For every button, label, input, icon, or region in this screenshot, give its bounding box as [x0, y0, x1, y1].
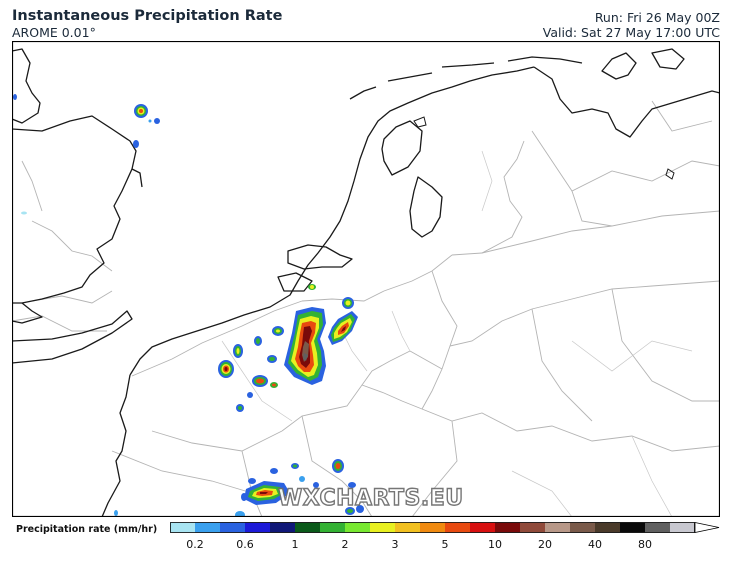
precip-cell-lille	[218, 326, 284, 412]
colorbar-frame	[170, 522, 695, 533]
colorbar-swatch	[270, 522, 296, 533]
colorbar-tick-label: 3	[391, 538, 399, 551]
lakes	[413, 116, 675, 180]
coastlines	[12, 48, 720, 517]
colorbar-swatch	[570, 522, 596, 533]
precipitation-cells	[13, 94, 675, 517]
colorbar-swatch	[495, 522, 521, 533]
colorbar-swatch	[620, 522, 646, 533]
map-frame	[12, 41, 720, 517]
colorbar-tick-label: 40	[588, 538, 602, 551]
colorbar-arrow	[694, 522, 720, 533]
colorbar-swatch	[645, 522, 671, 533]
colorbar-swatch	[595, 522, 621, 533]
colorbar-swatch	[245, 522, 271, 533]
colorbar-swatch	[195, 522, 221, 533]
colorbar-swatch	[545, 522, 571, 533]
colorbar-swatch	[520, 522, 546, 533]
region-borders	[221, 150, 693, 517]
colorbar-tick-label: 80	[638, 538, 652, 551]
run-time: Run: Fri 26 May 00Z	[594, 10, 720, 25]
colorbar-cells	[170, 522, 696, 533]
precip-cell-central-belgium	[284, 307, 326, 385]
watermark-logo: WXCHARTS.EU	[277, 485, 464, 511]
precip-cell-east-england	[13, 94, 160, 215]
colorbar-swatch	[420, 522, 446, 533]
model-label: AROME 0.01°	[12, 25, 96, 40]
colorbar-tick-label: 20	[538, 538, 552, 551]
legend-label: Precipitation rate (mm/hr)	[16, 524, 158, 535]
colorbar-swatch	[345, 522, 371, 533]
colorbar-swatch	[470, 522, 496, 533]
valid-time: Valid: Sat 27 May 17:00 UTC	[542, 25, 720, 40]
header-right: Run: Fri 26 May 00Z Valid: Sat 27 May 17…	[543, 10, 720, 40]
colorbar-tick-label: 5	[441, 538, 449, 551]
colorbar-tick-label: 1	[291, 538, 299, 551]
colorbar-tick-label: 10	[488, 538, 502, 551]
chart-title: Instantaneous Precipitation Rate	[12, 8, 283, 24]
map-background	[12, 41, 720, 517]
header-left: Instantaneous Precipitation Rate AROME 0…	[12, 7, 282, 40]
colorbar-swatch	[395, 522, 421, 533]
precip-cell-east-belgium	[308, 284, 358, 345]
colorbar-swatch	[220, 522, 246, 533]
colorbar-swatch	[670, 522, 696, 533]
colorbar-tick-label: 0.2	[186, 538, 204, 551]
colorbar-swatch	[170, 522, 196, 533]
colorbar-swatch	[295, 522, 321, 533]
colorbar-tick-label: 2	[341, 538, 349, 551]
colorbar-tick-label: 0.6	[236, 538, 254, 551]
colorbar	[170, 522, 720, 533]
colorbar-swatch	[445, 522, 471, 533]
precip-cell-ardennes	[114, 459, 364, 517]
colorbar-swatch	[320, 522, 346, 533]
colorbar-swatch	[370, 522, 396, 533]
precipitation-map	[12, 41, 720, 517]
country-borders	[12, 100, 720, 517]
